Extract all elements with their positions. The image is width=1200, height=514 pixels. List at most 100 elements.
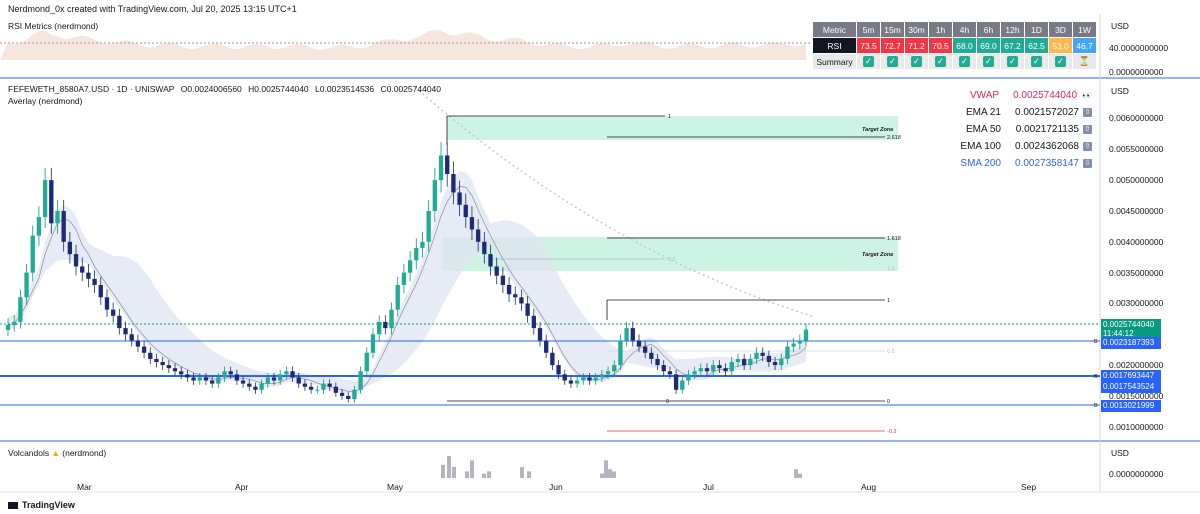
fib-upper-05-label: 0.5 (668, 257, 676, 263)
overlay-title[interactable]: Averlay (nerdmond) (8, 96, 83, 106)
price-tick-label: 0.0050000000 (1109, 175, 1164, 186)
candle-body (290, 371, 295, 378)
candle-body (457, 192, 462, 205)
tf-30m: 30m (904, 21, 929, 38)
rsi-value-1d: 62.5 (1024, 37, 1049, 54)
check-icon: ✓ (983, 56, 994, 67)
candle-body (73, 254, 79, 267)
check-icon: ✓ (1007, 56, 1018, 67)
candle-body (704, 368, 710, 372)
check-icon: ✓ (935, 56, 946, 67)
indicator-ema100[interactable]: EMA 100 0.0024362068 ⇧ (942, 138, 1092, 155)
arrow-icon[interactable]: ⇧ (1083, 108, 1092, 117)
tradingview-logo[interactable]: TradingView (8, 500, 75, 510)
candle-body (117, 315, 122, 329)
indicator-value: 0.0021572027 (1015, 107, 1079, 118)
volume-bar (604, 460, 608, 478)
arrow-icon[interactable]: ⇧ (1083, 125, 1092, 134)
summary-row-label: Summary (812, 53, 857, 70)
candle-body (605, 371, 611, 375)
candle-body (18, 297, 23, 322)
candle-body (599, 374, 605, 378)
candle-body (506, 284, 512, 295)
candle-body (525, 303, 530, 316)
candle-body (649, 352, 654, 359)
indicator-name: EMA 100 (960, 141, 1001, 152)
sma200-line (414, 86, 813, 317)
hourglass-icon: ⏳ (1078, 56, 1091, 66)
price-label-support-1: 0.0023187393 (1101, 337, 1161, 349)
volume-axis-value: 0.0000000000 (1109, 469, 1164, 479)
candle-body (141, 346, 147, 353)
candle-body (407, 260, 413, 273)
indicator-sma200[interactable]: SMA 200 0.0027358147 ⇩ (942, 155, 1092, 172)
candle-body (135, 340, 141, 347)
price-tick-label: 0.0055000000 (1109, 144, 1164, 155)
tf-4h: 4h (952, 21, 977, 38)
volume-bar (600, 473, 604, 478)
tf-1h: 1h (928, 21, 953, 38)
price-tick-label: 0.0010000000 (1109, 421, 1164, 432)
candle-body (531, 315, 536, 329)
volume-bar (520, 467, 524, 478)
warning-icon: ▲ (51, 448, 60, 458)
line-marker-b1: B (1094, 339, 1098, 345)
volume-bar (470, 460, 474, 478)
fib-lower-0-label: 0 (666, 399, 669, 405)
candle-body (760, 352, 765, 356)
candle-body (216, 377, 221, 384)
candle-body (636, 340, 642, 347)
candle-body (729, 362, 734, 372)
eyes-icon[interactable]: 👀 (1082, 91, 1092, 100)
candle-body (92, 278, 97, 285)
candle-body (482, 241, 487, 255)
candle-body (185, 374, 190, 378)
candle-body (630, 328, 635, 341)
arrow-icon[interactable]: ⇧ (1083, 142, 1092, 151)
candle-body (129, 334, 134, 341)
candle-body (110, 309, 116, 316)
candle-body (463, 204, 468, 218)
candle-body (618, 340, 623, 366)
fib-lower-1-label: 1 (887, 298, 890, 304)
arrow-icon[interactable]: ⇩ (1083, 159, 1092, 168)
candle-body (80, 266, 85, 273)
candle-body (30, 235, 35, 273)
rsi-value-3d: 53.0 (1048, 37, 1073, 54)
candle-body (624, 328, 629, 341)
tf-6h: 6h (976, 21, 1001, 38)
candle-body (154, 358, 159, 363)
indicator-name: VWAP (969, 90, 1000, 101)
candle-body (667, 371, 673, 375)
candle-body (445, 155, 450, 174)
candle-body (748, 358, 753, 366)
candle-body (717, 365, 722, 369)
upper-target-label: Target Zone (862, 127, 893, 133)
candle-body (642, 346, 648, 353)
candle-body (432, 180, 438, 211)
volume-bar (608, 469, 612, 478)
candle-body (86, 272, 91, 279)
rsi-axis-unit: USD (1111, 21, 1129, 31)
indicator-vwap[interactable]: VWAP 0.0025744040 👀 (942, 87, 1092, 104)
tf-1d: 1D (1024, 21, 1049, 38)
lower-target-label: Target Zone (862, 252, 893, 258)
candle-body (401, 272, 407, 285)
candle-body (803, 329, 809, 341)
price-tick-label: 0.0030000000 (1109, 298, 1164, 309)
candle-body (550, 352, 555, 366)
volume-bar (482, 473, 486, 478)
candle-body (333, 386, 339, 393)
indicator-ema50[interactable]: EMA 50 0.0021721135 ⇧ (942, 121, 1092, 138)
candle-body (438, 155, 444, 181)
ohlc-open: O0.0024006560 (180, 84, 242, 94)
price-tick-label: 0.0020000000 (1109, 360, 1164, 371)
indicator-ema21[interactable]: EMA 21 0.0021572027 ⇧ (942, 104, 1092, 121)
check-icon: ✓ (863, 56, 874, 67)
rsi-value-1w: 46.7 (1072, 37, 1097, 54)
volume-bar (527, 471, 531, 478)
rsi-row-label: RSI (812, 37, 857, 54)
rsi-value-1h: 70.5 (928, 37, 953, 54)
candle-body (556, 365, 561, 375)
month-apr: Apr (235, 482, 249, 492)
